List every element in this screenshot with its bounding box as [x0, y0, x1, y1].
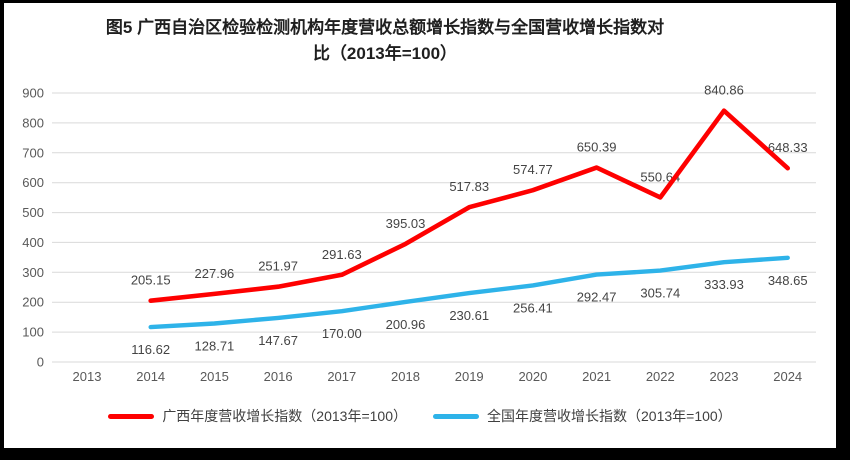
data-label: 256.41: [513, 300, 553, 315]
y-axis-tick-label: 600: [22, 175, 44, 190]
series-line-national: [148, 255, 790, 330]
y-axis-tick-label: 400: [22, 235, 44, 250]
chart-title-line2: 比（2013年=100）: [312, 44, 458, 63]
y-axis-tick-label: 0: [37, 355, 44, 370]
x-axis-tick-label: 2021: [582, 369, 611, 384]
data-label: 251.97: [258, 259, 298, 274]
legend-label: 广西年度营收增长指数（2013年=100）: [162, 408, 407, 424]
legend-label: 全国年度营收增长指数（2013年=100）: [487, 408, 732, 424]
legend-item: 广西年度营收增长指数（2013年=100）: [108, 406, 407, 426]
x-axis-tick-label: 2022: [646, 369, 675, 384]
data-label: 230.61: [449, 308, 489, 323]
x-axis-tick-label: 2018: [391, 369, 420, 384]
data-label: 650.39: [577, 140, 617, 155]
data-label: 170.00: [322, 326, 362, 341]
x-axis-tick-label: 2015: [200, 369, 229, 384]
y-axis-tick-label: 800: [22, 115, 44, 130]
data-label: 292.47: [577, 290, 617, 305]
data-label: 147.67: [258, 333, 298, 348]
data-label: 116.62: [131, 342, 170, 357]
series-line-guangxi: [148, 108, 791, 304]
x-axis-tick-label: 2020: [518, 369, 547, 384]
data-label: 200.96: [386, 317, 426, 332]
data-label: 128.71: [195, 339, 235, 354]
data-label: 348.65: [768, 273, 808, 288]
legend-marker: [433, 413, 479, 419]
data-label: 574.77: [513, 162, 553, 177]
data-label: 840.86: [704, 83, 744, 98]
data-label: 648.33: [768, 140, 808, 155]
chart-svg: 0 100 200 300 400 500 600 700 800 900 2013 2014 2015…: [22, 83, 816, 384]
y-axis-tick-label: 100: [22, 325, 44, 340]
y-axis-tick-label: 700: [22, 145, 44, 160]
legend: 广西年度营收增长指数（2013年=100） 全国年度营收增长指数（2013年=10…: [4, 406, 836, 426]
data-label: 395.03: [386, 216, 426, 231]
data-label: 305.74: [640, 286, 680, 301]
y-axis-tick-label: 500: [22, 205, 44, 220]
legend-item: 全国年度营收增长指数（2013年=100）: [433, 406, 732, 426]
x-axis-tick-label: 2024: [773, 369, 802, 384]
x-axis-tick-label: 2023: [710, 369, 739, 384]
chart-title-line1: 图5 广西自治区检验检测机构年度营收总额增长指数与全国营收增长指数对: [105, 18, 665, 37]
data-label: 291.63: [322, 247, 362, 262]
y-axis-tick-label: 900: [22, 86, 44, 101]
x-axis-tick-label: 2014: [136, 369, 165, 384]
x-axis-tick-label: 2013: [73, 369, 102, 384]
x-axis-tick-label: 2016: [264, 369, 293, 384]
x-axis-tick-label: 2019: [455, 369, 484, 384]
x-axis-tick-label: 2017: [327, 369, 356, 384]
data-label: 227.96: [195, 266, 235, 281]
chart-title: 图5 广西自治区检验检测机构年度营收总额增长指数与全国营收增长指数对 比（201…: [29, 15, 741, 67]
legend-marker: [108, 413, 155, 419]
data-label: 333.93: [704, 277, 744, 292]
y-axis-tick-label: 300: [22, 265, 44, 280]
data-label: 205.15: [131, 273, 171, 288]
data-label: 517.83: [449, 179, 489, 194]
y-axis-tick-label: 200: [22, 295, 44, 310]
